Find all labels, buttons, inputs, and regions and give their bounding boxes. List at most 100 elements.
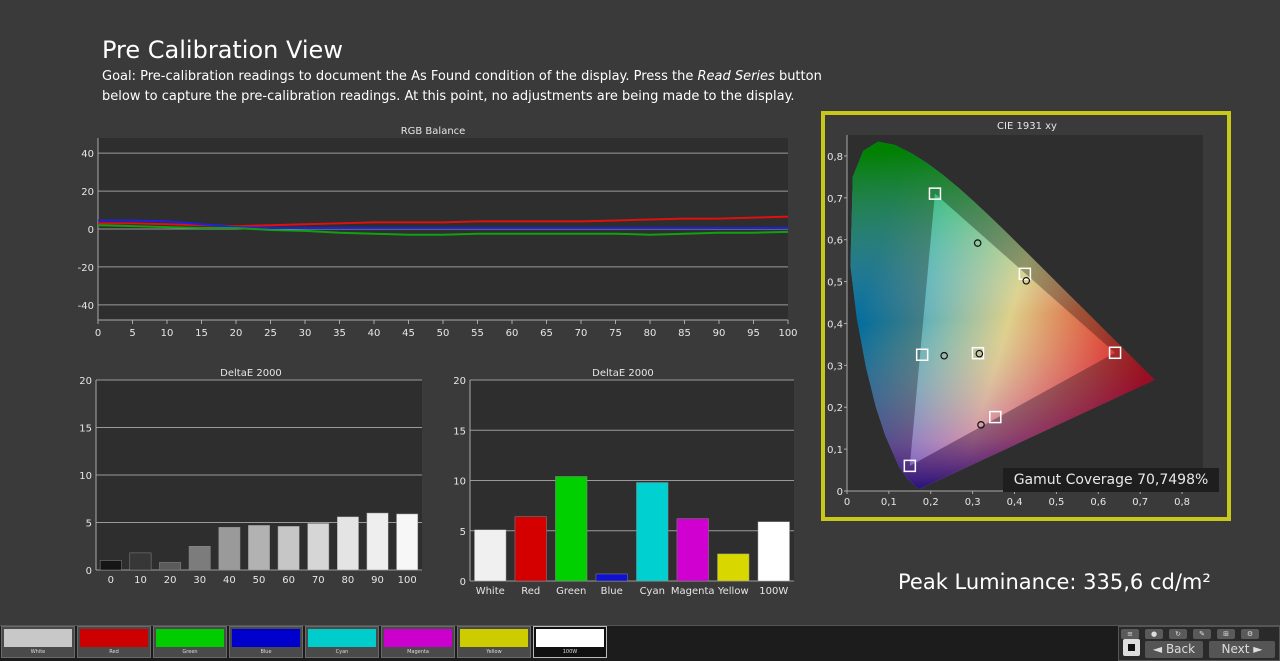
deltae-gray-x-tick: 90: [371, 575, 384, 586]
cie-y-tick: 0,1: [827, 445, 843, 456]
settings-icon[interactable]: ⚙: [1241, 629, 1259, 639]
cie-y-tick: 0,4: [827, 319, 843, 330]
next-button[interactable]: Next ►: [1209, 641, 1275, 658]
deltae-color-bar: [757, 521, 790, 582]
cie-measured-point: [1022, 276, 1031, 285]
cie-y-tick: 0,3: [827, 361, 843, 372]
deltae-gray-x-tick: 60: [282, 575, 295, 586]
rgb-x-tick: 80: [644, 328, 657, 339]
rgb-x-tick: 15: [195, 328, 208, 339]
cie-x-tick: 0,4: [1007, 497, 1023, 508]
cie-1931-chart: CIE 1931 xy 0 0,1 0,2 0,3 0,4 0,5 0,6 0,7 0,8 0 0,…: [827, 121, 1203, 508]
rgb-x-tick: 40: [368, 328, 381, 339]
stop-icon: [1128, 644, 1135, 651]
swatch-label: Cyan: [335, 649, 349, 655]
cie-measured-point: [975, 349, 984, 358]
cie-x-tick: 0,8: [1174, 497, 1190, 508]
deltae-gray-bar: [188, 546, 211, 571]
series-icon[interactable]: ⊞: [1217, 629, 1235, 639]
swatch-green[interactable]: Green: [153, 626, 227, 658]
cie-x-tick: 0,1: [881, 497, 897, 508]
rgb-y-tick: 20: [81, 187, 94, 198]
deltae-gray-bar: [129, 552, 152, 571]
deltae-gray-y-tick: 5: [86, 519, 92, 530]
swatch-label: Red: [109, 649, 119, 655]
deltae-color-x-tick: Magenta: [671, 586, 715, 597]
next-label: Next: [1221, 642, 1250, 656]
deltae-color-y-tick: 5: [460, 527, 466, 538]
rgb-x-tick: 55: [471, 328, 484, 339]
back-label: Back: [1165, 642, 1196, 656]
deltae-gray-x-tick: 20: [164, 575, 177, 586]
swatch-color: [308, 629, 376, 647]
swatch-magenta[interactable]: Magenta: [381, 626, 455, 658]
swatch-100w[interactable]: 100W: [533, 626, 607, 658]
rgb-x-tick: 75: [609, 328, 622, 339]
tools-icon[interactable]: ✎: [1193, 629, 1211, 639]
cie-target-marker: [915, 348, 929, 362]
rgb-x-tick: 50: [437, 328, 450, 339]
swatch-cyan[interactable]: Cyan: [305, 626, 379, 658]
deltae-color-x-tick: Red: [521, 586, 540, 597]
deltae-gray-y-tick: 20: [79, 376, 92, 387]
deltae-gray-bar: [277, 526, 300, 571]
rgb-x-tick: 0: [95, 328, 101, 339]
deltae-color-bar: [595, 573, 628, 582]
cie-x-tick: 0,5: [1048, 497, 1064, 508]
swatch-label: Yellow: [486, 649, 502, 655]
swatch-color: [232, 629, 300, 647]
deltae-color-y-tick: 20: [453, 376, 466, 387]
rgb-x-tick: 85: [678, 328, 691, 339]
swatch-label: Magenta: [407, 649, 429, 655]
cie-measured-point: [940, 351, 948, 360]
swatch-color: [4, 629, 72, 647]
rgb-y-tick: 40: [81, 149, 94, 160]
cie-target-marker: [928, 187, 942, 200]
swatch-label: Blue: [260, 649, 272, 655]
swatch-label: White: [30, 649, 46, 655]
cie-target-marker: [971, 346, 985, 360]
deltae-color-x-tick: 100W: [759, 586, 788, 597]
deltae-color-y-tick: 10: [453, 477, 466, 488]
deltae-color-title: DeltaE 2000: [592, 368, 654, 379]
swatch-red[interactable]: Red: [77, 626, 151, 658]
deltae-color-x-tick: White: [476, 586, 505, 597]
rgb-series-green: [97, 224, 789, 236]
back-button[interactable]: ◄ Back: [1145, 641, 1203, 658]
refresh-icon[interactable]: ↻: [1169, 629, 1187, 639]
deltae-gray-bar: [336, 516, 359, 571]
read-icon[interactable]: ●: [1145, 629, 1163, 639]
rgb-x-tick: 70: [575, 328, 588, 339]
deltae-gray-y-tick: 10: [79, 471, 92, 482]
swatch-white[interactable]: White: [1, 626, 75, 658]
deltae-color-y-tick: 15: [453, 426, 466, 437]
rgb-x-tick: 5: [129, 328, 135, 339]
deltae-gray-y-tick: 0: [86, 566, 92, 577]
peak-luminance-label: Peak Luminance: 335,6 cd/m²: [898, 570, 1211, 594]
rgb-x-tick: 25: [264, 328, 277, 339]
cie-y-tick: 0,6: [827, 236, 843, 247]
stop-button[interactable]: [1123, 639, 1140, 656]
rgb-x-tick: 60: [506, 328, 519, 339]
deltae-gray-bar: [159, 562, 182, 571]
deltae-gray-x-tick: 70: [312, 575, 325, 586]
rgb-y-tick: -40: [78, 301, 94, 312]
swatch-color: [80, 629, 148, 647]
deltae-gray-x-tick: 0: [108, 575, 114, 586]
swatch-yellow[interactable]: Yellow: [457, 626, 531, 658]
cie-target-marker: [1018, 267, 1032, 281]
swatch-blue[interactable]: Blue: [229, 626, 303, 658]
menu-icon[interactable]: ≡: [1121, 629, 1139, 639]
cie-measured-point: [977, 421, 985, 429]
rgb-x-tick: 35: [333, 328, 346, 339]
rgb-x-tick: 20: [230, 328, 243, 339]
deltae-color-bar: [555, 476, 588, 582]
deltae-color-bar: [636, 482, 669, 582]
cie-chart-frame: [821, 111, 1231, 521]
swatch-label: 100W: [562, 649, 578, 655]
cie-y-tick: 0,7: [827, 194, 843, 205]
rgb-x-tick: 45: [402, 328, 415, 339]
deltae-gray-bar: [396, 513, 419, 571]
deltae-gray-bar: [99, 560, 122, 571]
